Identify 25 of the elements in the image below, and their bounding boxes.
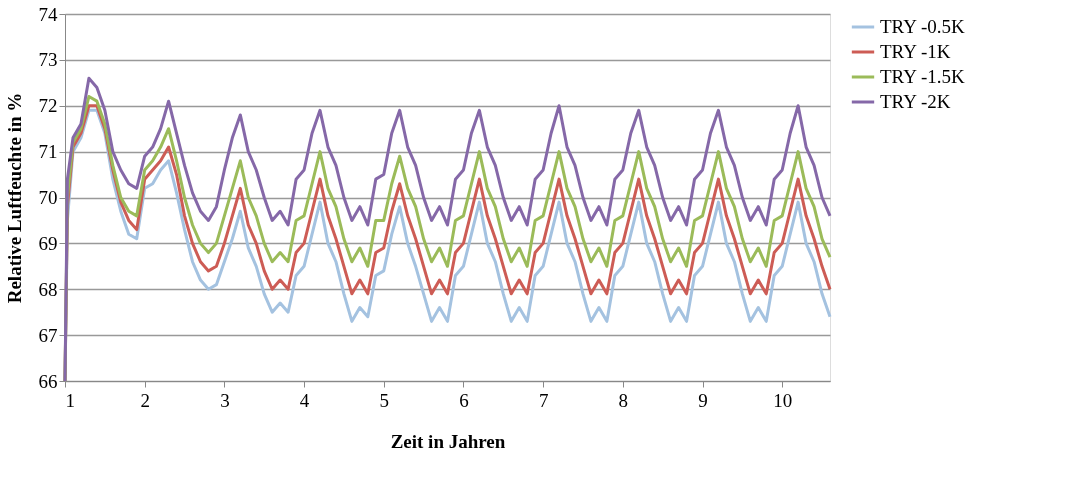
y-tick-label: 66 — [38, 370, 58, 392]
y-tick-label: 68 — [38, 278, 58, 300]
y-tick-label: 74 — [38, 3, 58, 25]
x-tick-label: 4 — [299, 389, 310, 411]
x-tick-label: 5 — [379, 389, 389, 411]
x-tick-label: 1 — [65, 389, 75, 411]
y-tick-label: 70 — [38, 187, 58, 208]
x-tick-label: 2 — [140, 389, 150, 411]
legend-label: TRY -2K — [880, 91, 951, 112]
x-tick-label: 3 — [220, 389, 230, 411]
y-axis-title: Relative Luftfeuchte in % — [3, 92, 25, 304]
legend-label: TRY -1K — [880, 41, 951, 62]
y-tick-label: 72 — [38, 95, 58, 117]
x-tick-label: 8 — [618, 389, 629, 411]
legend-label: TRY -0.5K — [880, 16, 966, 37]
y-tick-label: 69 — [38, 232, 58, 254]
x-tick-label: 6 — [459, 389, 469, 411]
x-tick-label: 9 — [698, 389, 708, 411]
y-tick-label: 73 — [38, 49, 58, 71]
legend-label: TRY -1.5K — [880, 66, 966, 87]
y-tick-label: 67 — [38, 324, 58, 346]
y-tick-label: 71 — [38, 141, 58, 163]
x-tick-label: 10 — [773, 389, 793, 411]
x-tick-label: 7 — [538, 389, 549, 411]
x-axis-title: Zeit in Jahren — [390, 430, 506, 452]
